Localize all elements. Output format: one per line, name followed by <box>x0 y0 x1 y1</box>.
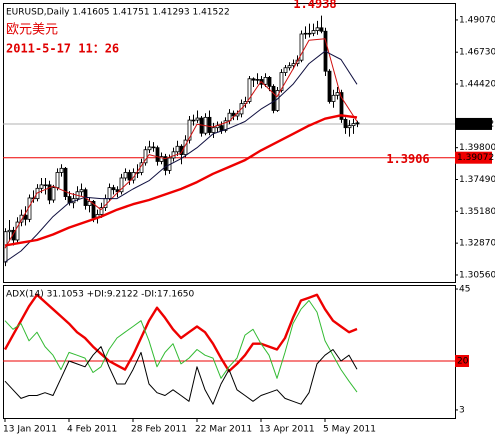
candle-body <box>147 146 152 151</box>
candle-body <box>331 94 336 102</box>
candle-body <box>163 156 168 171</box>
panel-title: ADX(14) 31.1053 +DI:9.2122 -DI:17.1650 <box>6 290 195 300</box>
candle-body <box>339 92 344 120</box>
level-label: 20 <box>457 357 469 367</box>
candle-body <box>247 78 252 102</box>
candle-body <box>23 214 28 220</box>
candle-body <box>195 117 200 121</box>
candle-body <box>335 92 340 96</box>
panel-frame <box>3 3 456 283</box>
candle-body <box>311 30 316 34</box>
candle-body <box>351 123 356 127</box>
candle-body <box>39 184 44 189</box>
last-price-box <box>455 117 492 130</box>
high-label: 1.4938 <box>293 0 336 11</box>
candle-body <box>159 156 164 162</box>
series-line <box>3 293 358 373</box>
x-tick-label: 4 Feb 2011 <box>67 425 117 434</box>
panel-title: EURUSD,Daily 1.41605 1.41751 1.41293 1.4… <box>6 8 230 18</box>
candle-body <box>211 127 216 133</box>
candle-body <box>59 167 64 173</box>
candle-body <box>47 184 52 201</box>
candle-body <box>63 167 68 197</box>
candle-body <box>267 77 272 87</box>
y-tick-label: 1.44420 <box>459 80 495 90</box>
candle-body <box>307 32 312 35</box>
y-tick-label: 1.39800 <box>459 143 495 153</box>
x-tick-label: 22 Mar 2011 <box>195 425 252 434</box>
series-line <box>4 114 358 247</box>
y-tick-label: 1.32870 <box>459 239 495 249</box>
hline-annotation: 1.3906 <box>386 152 429 166</box>
candle-body <box>299 33 304 61</box>
candle-body <box>287 65 292 69</box>
candle-body <box>315 27 320 31</box>
candle-body <box>123 172 128 179</box>
candle-body <box>51 187 56 201</box>
candle-body <box>19 214 24 223</box>
candle-body <box>327 70 332 102</box>
hline-price-box <box>455 151 492 164</box>
y-tick-label: 1.49070 <box>459 15 495 25</box>
candle-body <box>343 119 348 129</box>
candle-body <box>207 116 212 133</box>
candle-body <box>187 119 192 141</box>
hline-price-label: 1.39072 <box>457 153 494 163</box>
series-line <box>4 50 358 263</box>
y-tick-label: 45 <box>459 285 470 295</box>
candle-body <box>155 147 160 162</box>
candle-body <box>11 229 16 241</box>
candle-body <box>223 120 228 131</box>
series-line <box>4 300 358 393</box>
y-tick-label: 1.35180 <box>459 207 495 217</box>
candle-body <box>303 32 308 35</box>
candle-body <box>111 187 116 191</box>
annotation: 2011-5-17 11：26 <box>6 42 119 56</box>
candle-body <box>43 184 48 187</box>
series-line <box>4 38 358 249</box>
candle-body <box>15 221 20 241</box>
candle-body <box>143 149 148 164</box>
y-tick-label: 1.30560 <box>459 270 495 280</box>
panel-frame <box>3 285 456 419</box>
candle-body <box>271 85 276 111</box>
candle-body <box>79 189 84 193</box>
candle-body <box>131 172 136 181</box>
y-tick-label: 1.46730 <box>459 48 495 58</box>
candle-body <box>7 229 12 233</box>
candle-body <box>35 187 40 200</box>
x-tick-label: 13 Apr 2011 <box>259 425 315 434</box>
candle-body <box>279 72 284 91</box>
candle-body <box>355 122 360 125</box>
candle-body <box>255 79 260 81</box>
candle-body <box>219 125 224 131</box>
level-box <box>455 355 469 367</box>
candle-body <box>119 177 124 193</box>
y-tick-label: 1.37490 <box>459 175 495 185</box>
candle-body <box>99 207 104 215</box>
candle-body <box>251 78 256 81</box>
candle-body <box>283 67 288 73</box>
x-tick-label: 28 Feb 2011 <box>131 425 187 434</box>
series-line <box>4 346 358 405</box>
last-price-label: 1.41522 <box>457 119 494 129</box>
candle-body <box>107 187 112 200</box>
x-tick-label: 5 May 2011 <box>323 425 376 434</box>
x-tick-label: 13 Jan 2011 <box>3 425 57 434</box>
candle-body <box>55 172 60 189</box>
candle-body <box>347 125 352 129</box>
candle-body <box>151 146 156 149</box>
candle-body <box>127 172 132 181</box>
candle-body <box>319 27 324 32</box>
annotation: 欧元美元 <box>6 23 58 38</box>
candle-body <box>263 77 268 85</box>
candle-body <box>191 119 196 122</box>
candle-body <box>175 145 180 153</box>
y-tick-label: 3 <box>459 405 465 415</box>
